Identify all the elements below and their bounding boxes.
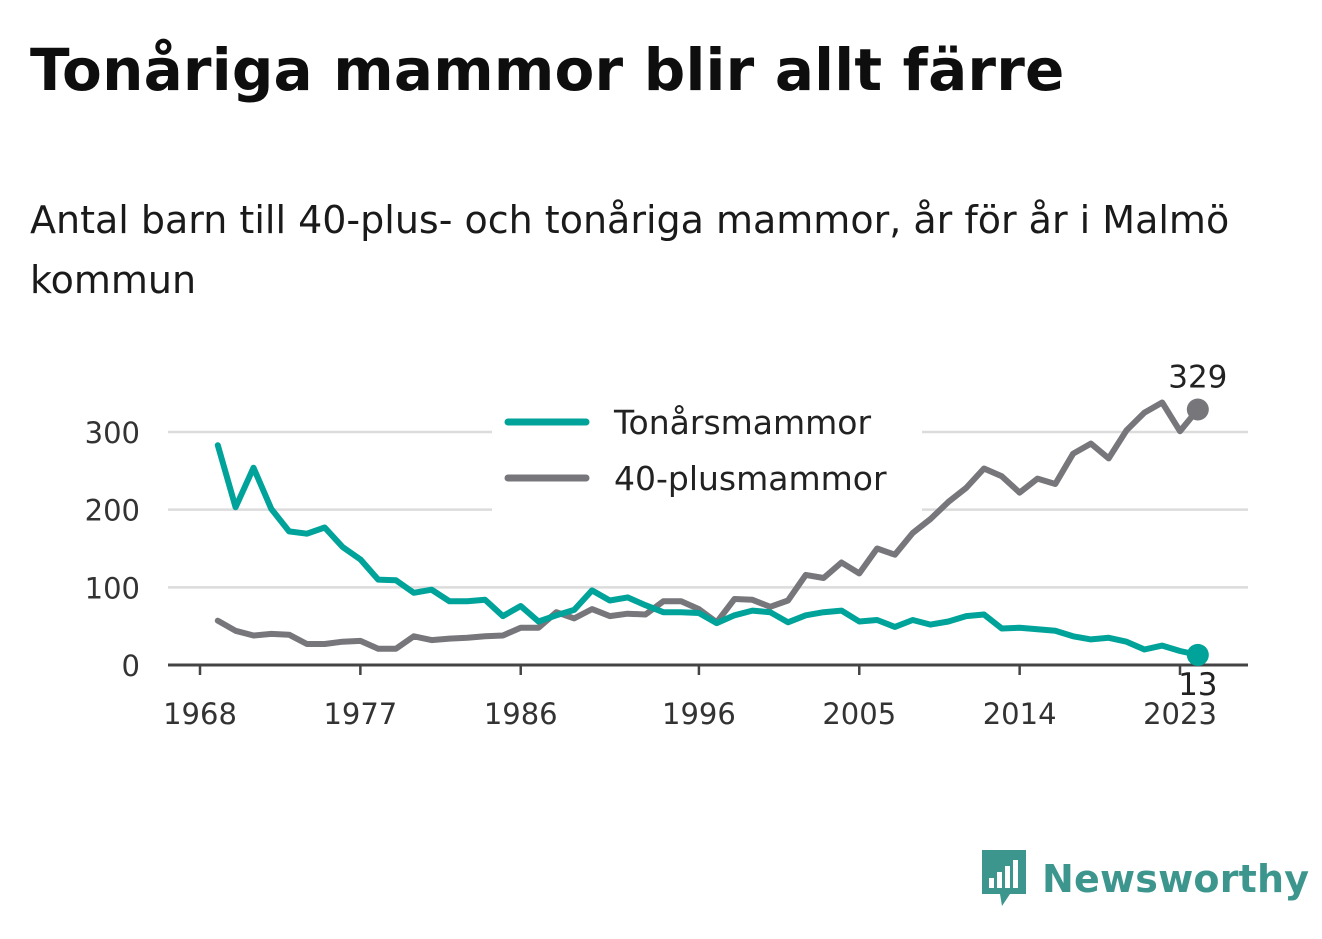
x-tick-label-2023: 2023	[1143, 697, 1217, 731]
x-tick-label-1986: 1986	[484, 697, 558, 731]
x-tick-label-1977: 1977	[323, 697, 397, 731]
y-tick-label-300: 300	[85, 416, 140, 450]
y-tick-label-0: 0	[122, 649, 140, 683]
chart-title: Tonåriga mammor blir allt färre	[30, 36, 1065, 104]
legend: Tonårsmammor 40-plusmammor	[492, 396, 922, 512]
legend-label-tonarsmammor: Tonårsmammor	[613, 403, 871, 442]
x-tick-label-1996: 1996	[662, 697, 736, 731]
x-tick-label-2014: 2014	[983, 697, 1057, 731]
series-line-tonarsmammor	[214, 442, 1201, 658]
axes: 0 100 200 300 1968 1977 1986 1996 2005 2014 2023	[85, 416, 1248, 731]
y-tick-label-100: 100	[85, 571, 140, 605]
series-lines	[214, 398, 1209, 666]
chart-subtitle: Antal barn till 40-plus- och tonåriga ma…	[30, 198, 1230, 302]
legend-background	[492, 396, 922, 512]
newsworthy-brand: Newsworthy	[980, 848, 1309, 910]
end-point-40-plusmammor	[1186, 398, 1209, 421]
end-point-tonarsmammor	[1186, 643, 1209, 666]
end-value-label-tonarsmammor: 13	[1178, 667, 1217, 703]
y-tick-label-200: 200	[85, 494, 140, 528]
x-tick-label-1968: 1968	[163, 697, 237, 731]
x-tick-label-2005: 2005	[822, 697, 896, 731]
end-labels: 329 13	[1168, 359, 1227, 702]
legend-label-40-plusmammor: 40-plusmammor	[614, 459, 887, 498]
brand-name: Newsworthy	[1042, 857, 1310, 901]
newsworthy-logo-icon	[982, 850, 1026, 906]
end-value-label-40-plusmammor: 329	[1168, 359, 1227, 395]
